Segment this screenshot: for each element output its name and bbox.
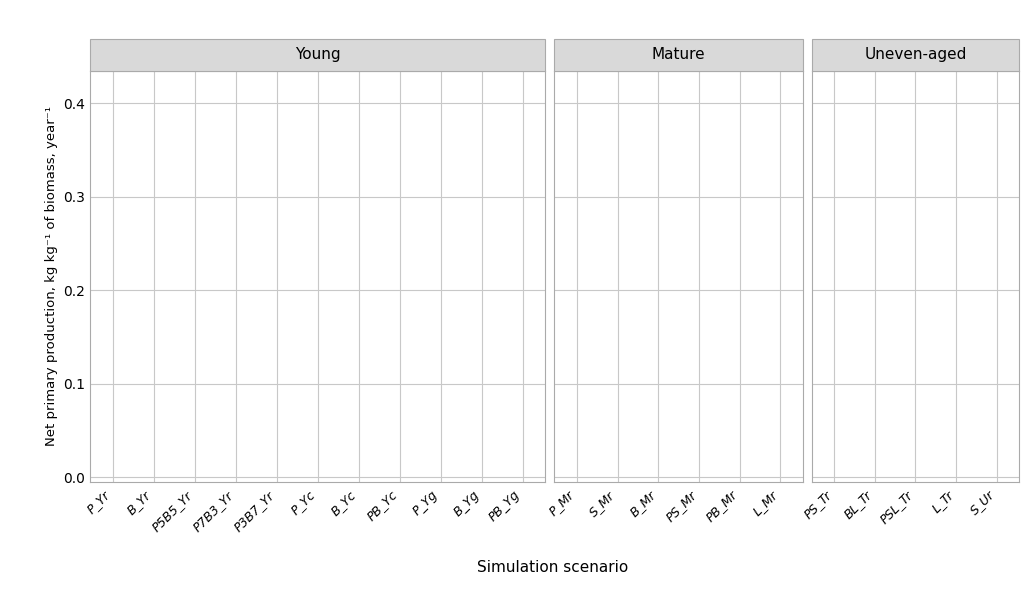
Text: Young: Young bbox=[295, 47, 341, 62]
Text: Uneven-aged: Uneven-aged bbox=[864, 47, 967, 62]
Y-axis label: Net primary production, kg kg⁻¹ of biomass, year⁻¹: Net primary production, kg kg⁻¹ of bioma… bbox=[45, 106, 57, 446]
Text: Simulation scenario: Simulation scenario bbox=[477, 561, 629, 575]
Text: Mature: Mature bbox=[652, 47, 706, 62]
